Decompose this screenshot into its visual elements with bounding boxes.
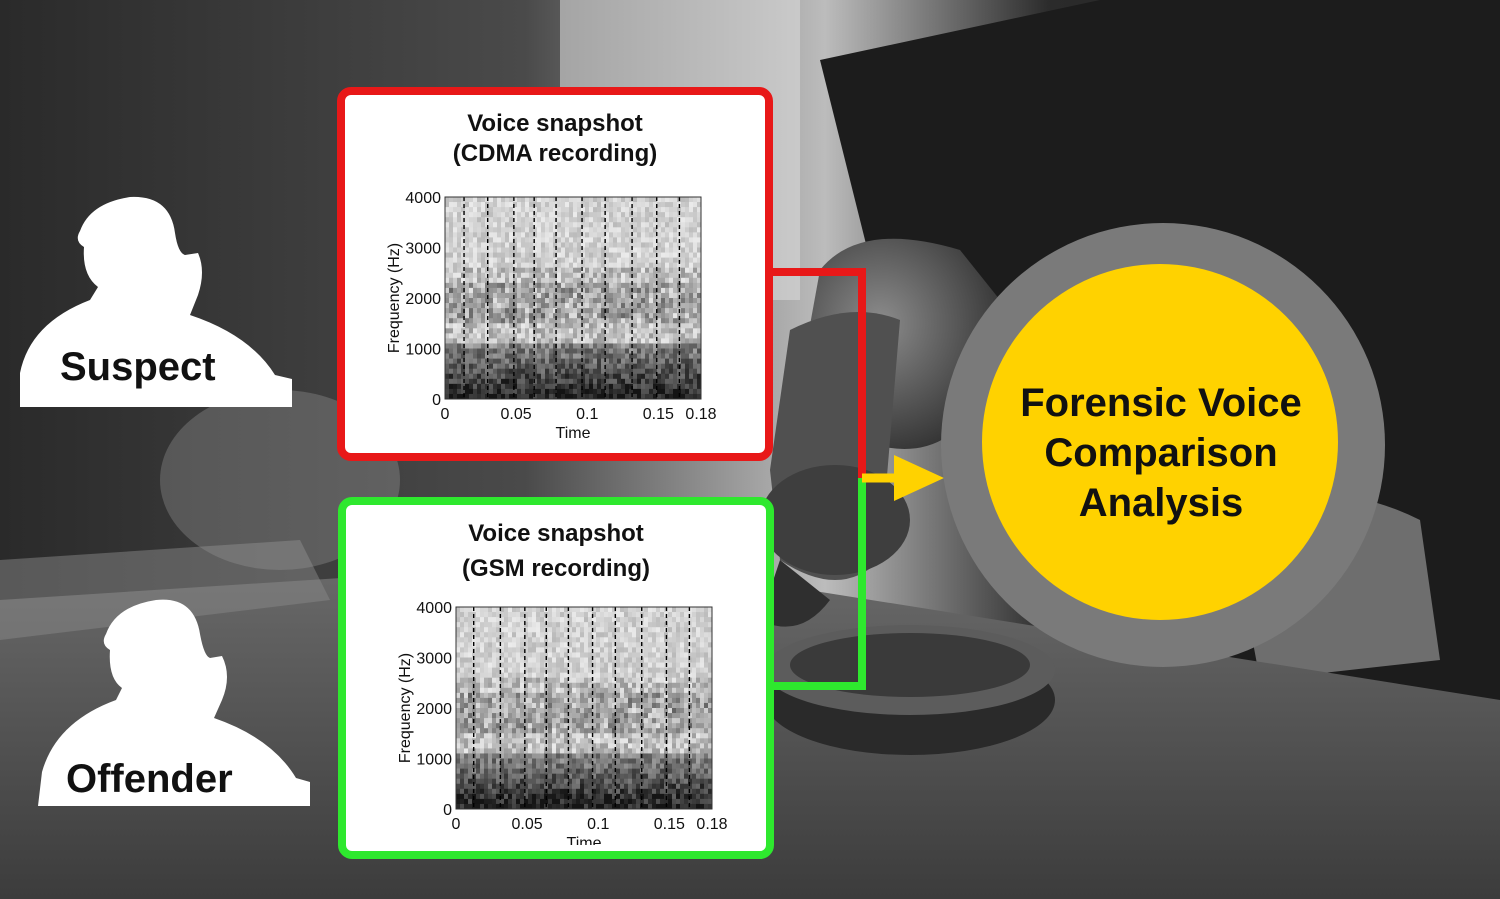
result-fill — [982, 264, 1338, 620]
offender-label: Offender — [66, 757, 233, 801]
result-line1: Forensic Voice — [1020, 381, 1302, 425]
cdma-panel: Voice snapshot (CDMA recording) 4000 3000… — [337, 87, 773, 461]
x-tick-label: 0.15 — [643, 406, 674, 423]
y-tick-label: 0 — [443, 802, 452, 819]
cdma-spectrogram: 4000 3000 2000 1000 00 0.05 0.1 0.15 0.18 Time Fre… — [386, 190, 717, 442]
x-tick-label: 0.05 — [512, 816, 543, 833]
result-line3: Analysis — [1078, 481, 1244, 525]
arrow-head — [894, 455, 944, 501]
x-axis-label: Time — [556, 425, 591, 442]
x-tick-label: 0.18 — [685, 406, 716, 423]
cdma-title-line1: Voice snapshot — [467, 110, 643, 137]
gsm-panel: Voice snapshot (GSM recording) 4000 3000 2… — [338, 497, 774, 859]
x-tick-label: 0 — [452, 816, 461, 833]
x-tick-label: 0.1 — [576, 406, 598, 423]
gsm-spectrogram: 4000 3000 2000 1000 00 0.05 0.1 0.15 0.18 Time Fre… — [397, 600, 728, 845]
y-axis-label: Frequency (Hz) — [397, 653, 414, 763]
cdma-connector — [768, 268, 866, 478]
gsm-title-line2: (GSM recording) — [461, 555, 650, 582]
x-tick-label: 0.05 — [501, 406, 532, 423]
x-tick-label: 0 — [441, 406, 450, 423]
y-tick-label: 4000 — [405, 190, 441, 207]
y-tick-label: 4000 — [416, 600, 452, 617]
result-circle — [941, 223, 1385, 667]
y-axis-label: Frequency (Hz) — [386, 243, 403, 353]
y-tick-label: 2000 — [405, 291, 441, 308]
x-tick-label: 0.15 — [654, 816, 685, 833]
x-tick-label: 0.18 — [696, 816, 727, 833]
y-tick-label: 3000 — [405, 241, 441, 258]
gsm-connector — [768, 478, 866, 690]
cdma-title-line2: (CDMA recording) — [452, 140, 658, 167]
y-tick-label: 3000 — [416, 651, 452, 668]
x-axis-label: Time — [567, 835, 602, 845]
gsm-title-line1: Voice snapshot — [468, 520, 644, 547]
y-tick-label: 1000 — [416, 752, 452, 769]
suspect-silhouette-icon — [20, 196, 292, 407]
y-tick-label: 1000 — [405, 342, 441, 359]
result-line2: Comparison — [1044, 431, 1278, 475]
y-tick-label: 0 — [432, 392, 441, 409]
offender-silhouette-icon — [38, 599, 310, 806]
y-tick-label: 2000 — [416, 701, 452, 718]
x-tick-label: 0.1 — [587, 816, 609, 833]
suspect-label: Suspect — [60, 345, 216, 389]
